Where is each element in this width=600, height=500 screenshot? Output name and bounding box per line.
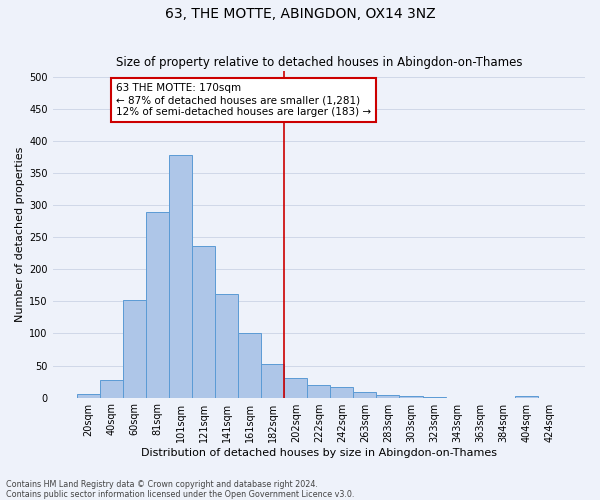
Bar: [238, 334, 261, 398]
Bar: [215, 294, 238, 398]
Y-axis label: Number of detached properties: Number of detached properties: [15, 146, 25, 322]
Title: Size of property relative to detached houses in Abingdon-on-Thames: Size of property relative to detached ho…: [116, 56, 522, 70]
Text: 63, THE MOTTE, ABINGDON, OX14 3NZ: 63, THE MOTTE, ABINGDON, OX14 3NZ: [164, 8, 436, 22]
Bar: [307, 385, 331, 398]
Bar: [400, 396, 422, 398]
Bar: [515, 396, 538, 398]
Bar: [376, 395, 400, 398]
Bar: [353, 392, 376, 398]
Bar: [192, 246, 215, 398]
Bar: [77, 394, 100, 398]
Bar: [261, 364, 284, 398]
X-axis label: Distribution of detached houses by size in Abingdon-on-Thames: Distribution of detached houses by size …: [141, 448, 497, 458]
Text: Contains HM Land Registry data © Crown copyright and database right 2024.
Contai: Contains HM Land Registry data © Crown c…: [6, 480, 355, 499]
Bar: [100, 380, 123, 398]
Bar: [123, 300, 146, 398]
Bar: [284, 378, 307, 398]
Bar: [146, 212, 169, 398]
Bar: [331, 386, 353, 398]
Text: 63 THE MOTTE: 170sqm
← 87% of detached houses are smaller (1,281)
12% of semi-de: 63 THE MOTTE: 170sqm ← 87% of detached h…: [116, 84, 371, 116]
Bar: [422, 397, 446, 398]
Bar: [169, 156, 192, 398]
